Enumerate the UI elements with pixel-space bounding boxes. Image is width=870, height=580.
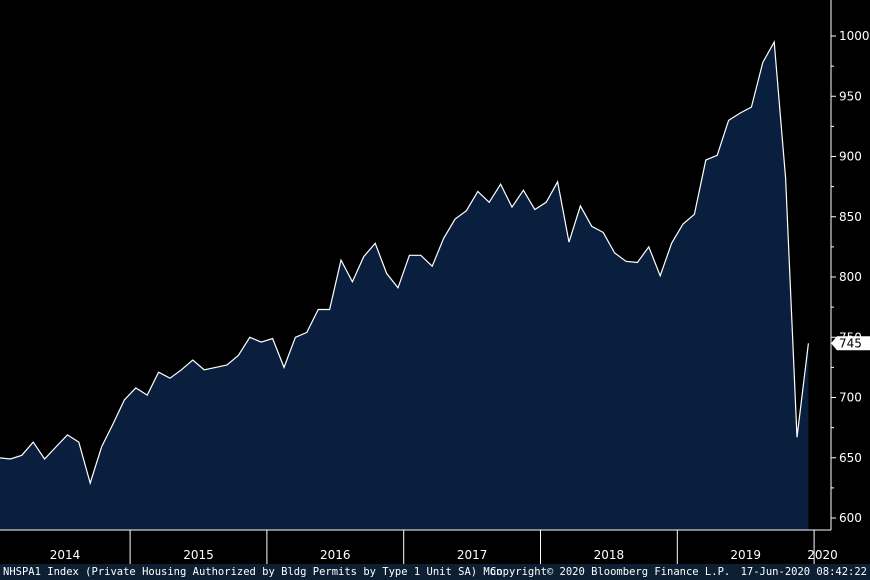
x-year-label: 2017 — [457, 548, 488, 562]
y-tick-label: 850 — [839, 210, 862, 224]
y-tick-label: 900 — [839, 150, 862, 164]
y-tick-label: 1000 — [839, 29, 870, 43]
x-year-label: 2014 — [50, 548, 81, 562]
footer-bar: NHSPA1 Index (Private Housing Authorized… — [0, 564, 870, 580]
y-tick-label: 600 — [839, 511, 862, 525]
footer-copyright: Copyright© 2020 Bloomberg Finance L.P. — [490, 566, 731, 578]
y-tick-label: 650 — [839, 451, 862, 465]
footer-ticker-description: NHSPA1 Index (Private Housing Authorized… — [3, 566, 503, 578]
x-axis: 2014 2015 2016 2017 2018 2019 2020 — [0, 529, 838, 564]
x-year-label: 2016 — [320, 548, 351, 562]
chart: 6006507007508008509009501000745 20142015… — [0, 0, 870, 564]
last-value-label: 745 — [839, 336, 862, 350]
last-value-flag — [831, 336, 870, 351]
x-year-label: 2015 — [183, 548, 214, 562]
y-tick-label: 800 — [839, 270, 862, 284]
x-year-label: 2019 — [730, 548, 761, 562]
footer-timestamp: 17-Jun-2020 08:42:22 — [740, 566, 867, 578]
plot-area — [0, 39, 809, 530]
x-year-label: 2018 — [594, 548, 625, 562]
x-year-label: 2020 — [807, 548, 838, 562]
series-line — [0, 39, 809, 486]
y-tick-label: 700 — [839, 391, 862, 405]
series-area — [0, 42, 809, 530]
y-axis: 6006507007508008509009501000745 — [830, 0, 870, 530]
y-tick-label: 950 — [839, 89, 862, 103]
